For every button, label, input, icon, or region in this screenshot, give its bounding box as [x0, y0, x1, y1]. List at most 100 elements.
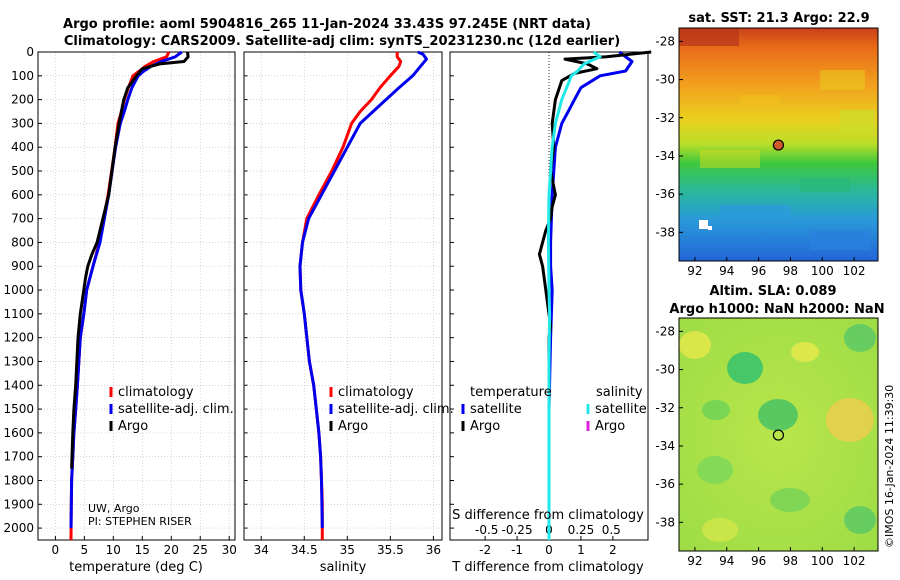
lon-tick-label: 102: [843, 554, 866, 568]
lon-tick-label: 100: [811, 554, 834, 568]
sst-heatmap-texture: [679, 28, 875, 250]
temperature-axis-label: temperature (deg C): [69, 560, 203, 575]
depth-tick-label: 900: [11, 259, 34, 273]
legend-label-temperature-satellite: satellite: [470, 402, 522, 417]
x-tick-label: 5: [81, 543, 89, 557]
s-difference-axis-label: S difference from climatology: [452, 508, 644, 523]
sst-map-panel: sat. SST: 21.3 Argo: 22.9 92 94 96 98 100 102…: [655, 11, 879, 278]
x-tick-label: 25: [193, 543, 208, 557]
figure-title-line2: Climatology: CARS2009. Satellite-adj cli…: [64, 34, 620, 49]
salinity-panel: 34 34.5 35 35.5 36 salinity climatology sate…: [243, 50, 454, 575]
lon-tick-label: 98: [783, 264, 798, 278]
lat-tick-label: -28: [655, 324, 675, 338]
t-difference-axis-label: T difference from climatology: [451, 560, 644, 575]
legend-label-salinity-argo: Argo: [595, 419, 625, 434]
legend-label-argo: Argo: [338, 419, 368, 434]
salinity-tick-labels: 34 34.5 35 35.5 36: [254, 536, 441, 557]
depth-tick-label: 100: [11, 69, 34, 83]
lat-tick-label: -32: [655, 111, 675, 125]
depth-tick-label: 300: [11, 116, 34, 130]
argo-location-marker: [772, 139, 785, 151]
depth-tick-label: 1800: [3, 473, 34, 487]
depth-tick-label: 1000: [3, 283, 34, 297]
legend-label-salinity-satellite: satellite: [595, 402, 647, 417]
lat-tick-label: -30: [655, 73, 675, 87]
lat-tick-label: -36: [655, 187, 675, 201]
salinity-series: [298, 50, 428, 540]
salinity-legend: climatology satellite-adj. clim. Argo: [329, 385, 454, 434]
salinity-axis-label: salinity: [320, 560, 367, 575]
lat-tick-label: -32: [655, 401, 675, 415]
lat-tick-label: -38: [655, 225, 675, 239]
depth-tick-label: 1700: [3, 450, 34, 464]
temperature-tick-labels: 0 5 10 15 20 25 30: [52, 536, 237, 557]
sla-map-ticks: 92 94 96 98 100 102 -28 -30 -32 -34 -36 -38: [655, 317, 879, 568]
depth-tick-label: 2000: [3, 521, 34, 535]
difference-panel: -2 -1 0 1 2-0.5 -0.25 0 0.25 0.5 S difference fr…: [449, 50, 652, 575]
depth-tick-label: 600: [11, 188, 34, 202]
x-tick-label: 34.5: [291, 543, 318, 557]
depth-tick-label: 1500: [3, 402, 34, 416]
sst-map-title: sat. SST: 21.3 Argo: 22.9: [688, 11, 869, 26]
lon-tick-label: 92: [687, 264, 702, 278]
depth-tick-label: 700: [11, 212, 34, 226]
lat-tick-label: -28: [655, 34, 675, 48]
depth-tick-labels: 0 100 200 300 400 500 600 700 800 900 1000 1100 1200…: [3, 45, 454, 535]
x-tick-label: 2: [609, 543, 617, 557]
x-tick-label: 35: [340, 543, 355, 557]
sla-map-title: Altim. SLA: 0.089: [710, 284, 837, 299]
s-tick-label: 0.5: [602, 523, 621, 537]
lat-tick-label: -36: [655, 477, 675, 491]
lon-tick-label: 92: [687, 554, 702, 568]
difference-series: [537, 50, 652, 540]
lat-tick-label: -30: [655, 363, 675, 377]
x-tick-label: 36: [426, 543, 441, 557]
lon-tick-label: 96: [751, 554, 766, 568]
depth-tick-label: 500: [11, 164, 34, 178]
sst-argo-location-marker: [772, 139, 785, 151]
depth-tick-label: 1300: [3, 354, 34, 368]
series-line-salinity-satellite: [546, 50, 602, 540]
salinity-grid: [244, 51, 442, 540]
x-tick-label: -1: [511, 543, 523, 557]
temperature-legend: climatology satellite-adj. clim. Argo: [109, 385, 234, 434]
s-tick-label: 0.25: [568, 523, 595, 537]
lat-tick-label: -34: [655, 149, 675, 163]
depth-tick-label: 800: [11, 235, 34, 249]
temperature-grid: [38, 51, 235, 540]
map-frame: [678, 317, 879, 552]
legend-title-temperature: temperature: [470, 385, 552, 400]
temperature-axes: [37, 51, 236, 541]
series-line-argo: [70, 51, 190, 469]
lon-tick-label: 94: [719, 554, 734, 568]
legend-label-climatology: climatology: [338, 385, 414, 400]
sla-argo-location-marker: [772, 429, 785, 441]
depth-tick-label: 400: [11, 140, 34, 154]
x-tick-label: 0: [545, 543, 553, 557]
pi-annotation: PI: STEPHEN RISER: [88, 515, 192, 528]
s-tick-label: -0.5: [475, 523, 498, 537]
depth-tick-label: 1200: [3, 331, 34, 345]
legend-label-temperature-argo: Argo: [470, 419, 500, 434]
difference-tick-labels: -2 -1 0 1 2-0.5 -0.25 0 0.25 0.5: [475, 523, 621, 557]
x-tick-label: 1: [577, 543, 585, 557]
series-line-satellite-adj-clim-: [298, 50, 428, 529]
sst-map-ticks: 92 94 96 98 100 102 -28 -30 -32 -34 -36 -38: [655, 27, 879, 278]
map-frame: [678, 27, 879, 262]
imos-credit: ©IMOS 16-Jan-2024 11:39:30: [883, 385, 896, 548]
depth-tick-label: 0: [26, 45, 34, 59]
x-tick-label: -2: [479, 543, 491, 557]
lat-tick-label: -38: [655, 515, 675, 529]
lon-tick-label: 102: [843, 264, 866, 278]
depth-tick-label: 1600: [3, 426, 34, 440]
lon-tick-label: 100: [811, 264, 834, 278]
temperature-panel: 0100200300400500600700800900100011001200…: [3, 45, 454, 575]
x-tick-label: 20: [164, 543, 179, 557]
data-source-annotation: UW, Argo: [88, 502, 140, 515]
depth-tick-label: 1400: [3, 378, 34, 392]
argo-location-marker: [772, 429, 785, 441]
legend-label-climatology: climatology: [118, 385, 194, 400]
sla-map-subtitle: Argo h1000: NaN h2000: NaN: [669, 302, 884, 317]
legend-label-argo: Argo: [118, 419, 148, 434]
